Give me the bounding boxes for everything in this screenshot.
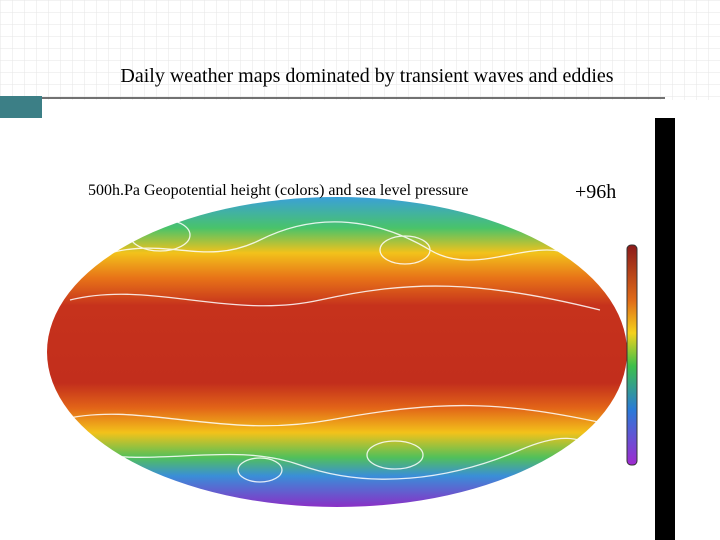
weather-map — [47, 197, 627, 507]
pressure-contours — [59, 218, 613, 483]
color-bar — [626, 244, 638, 466]
lead-time: +96h — [575, 181, 616, 203]
background-grid — [0, 0, 720, 100]
slide-title: Daily weather maps dominated by transien… — [120, 65, 613, 87]
figure-caption: 500h.Pa Geopotential height (colors) and… — [88, 182, 468, 199]
frame-edge — [655, 118, 675, 540]
accent-block — [0, 96, 42, 118]
